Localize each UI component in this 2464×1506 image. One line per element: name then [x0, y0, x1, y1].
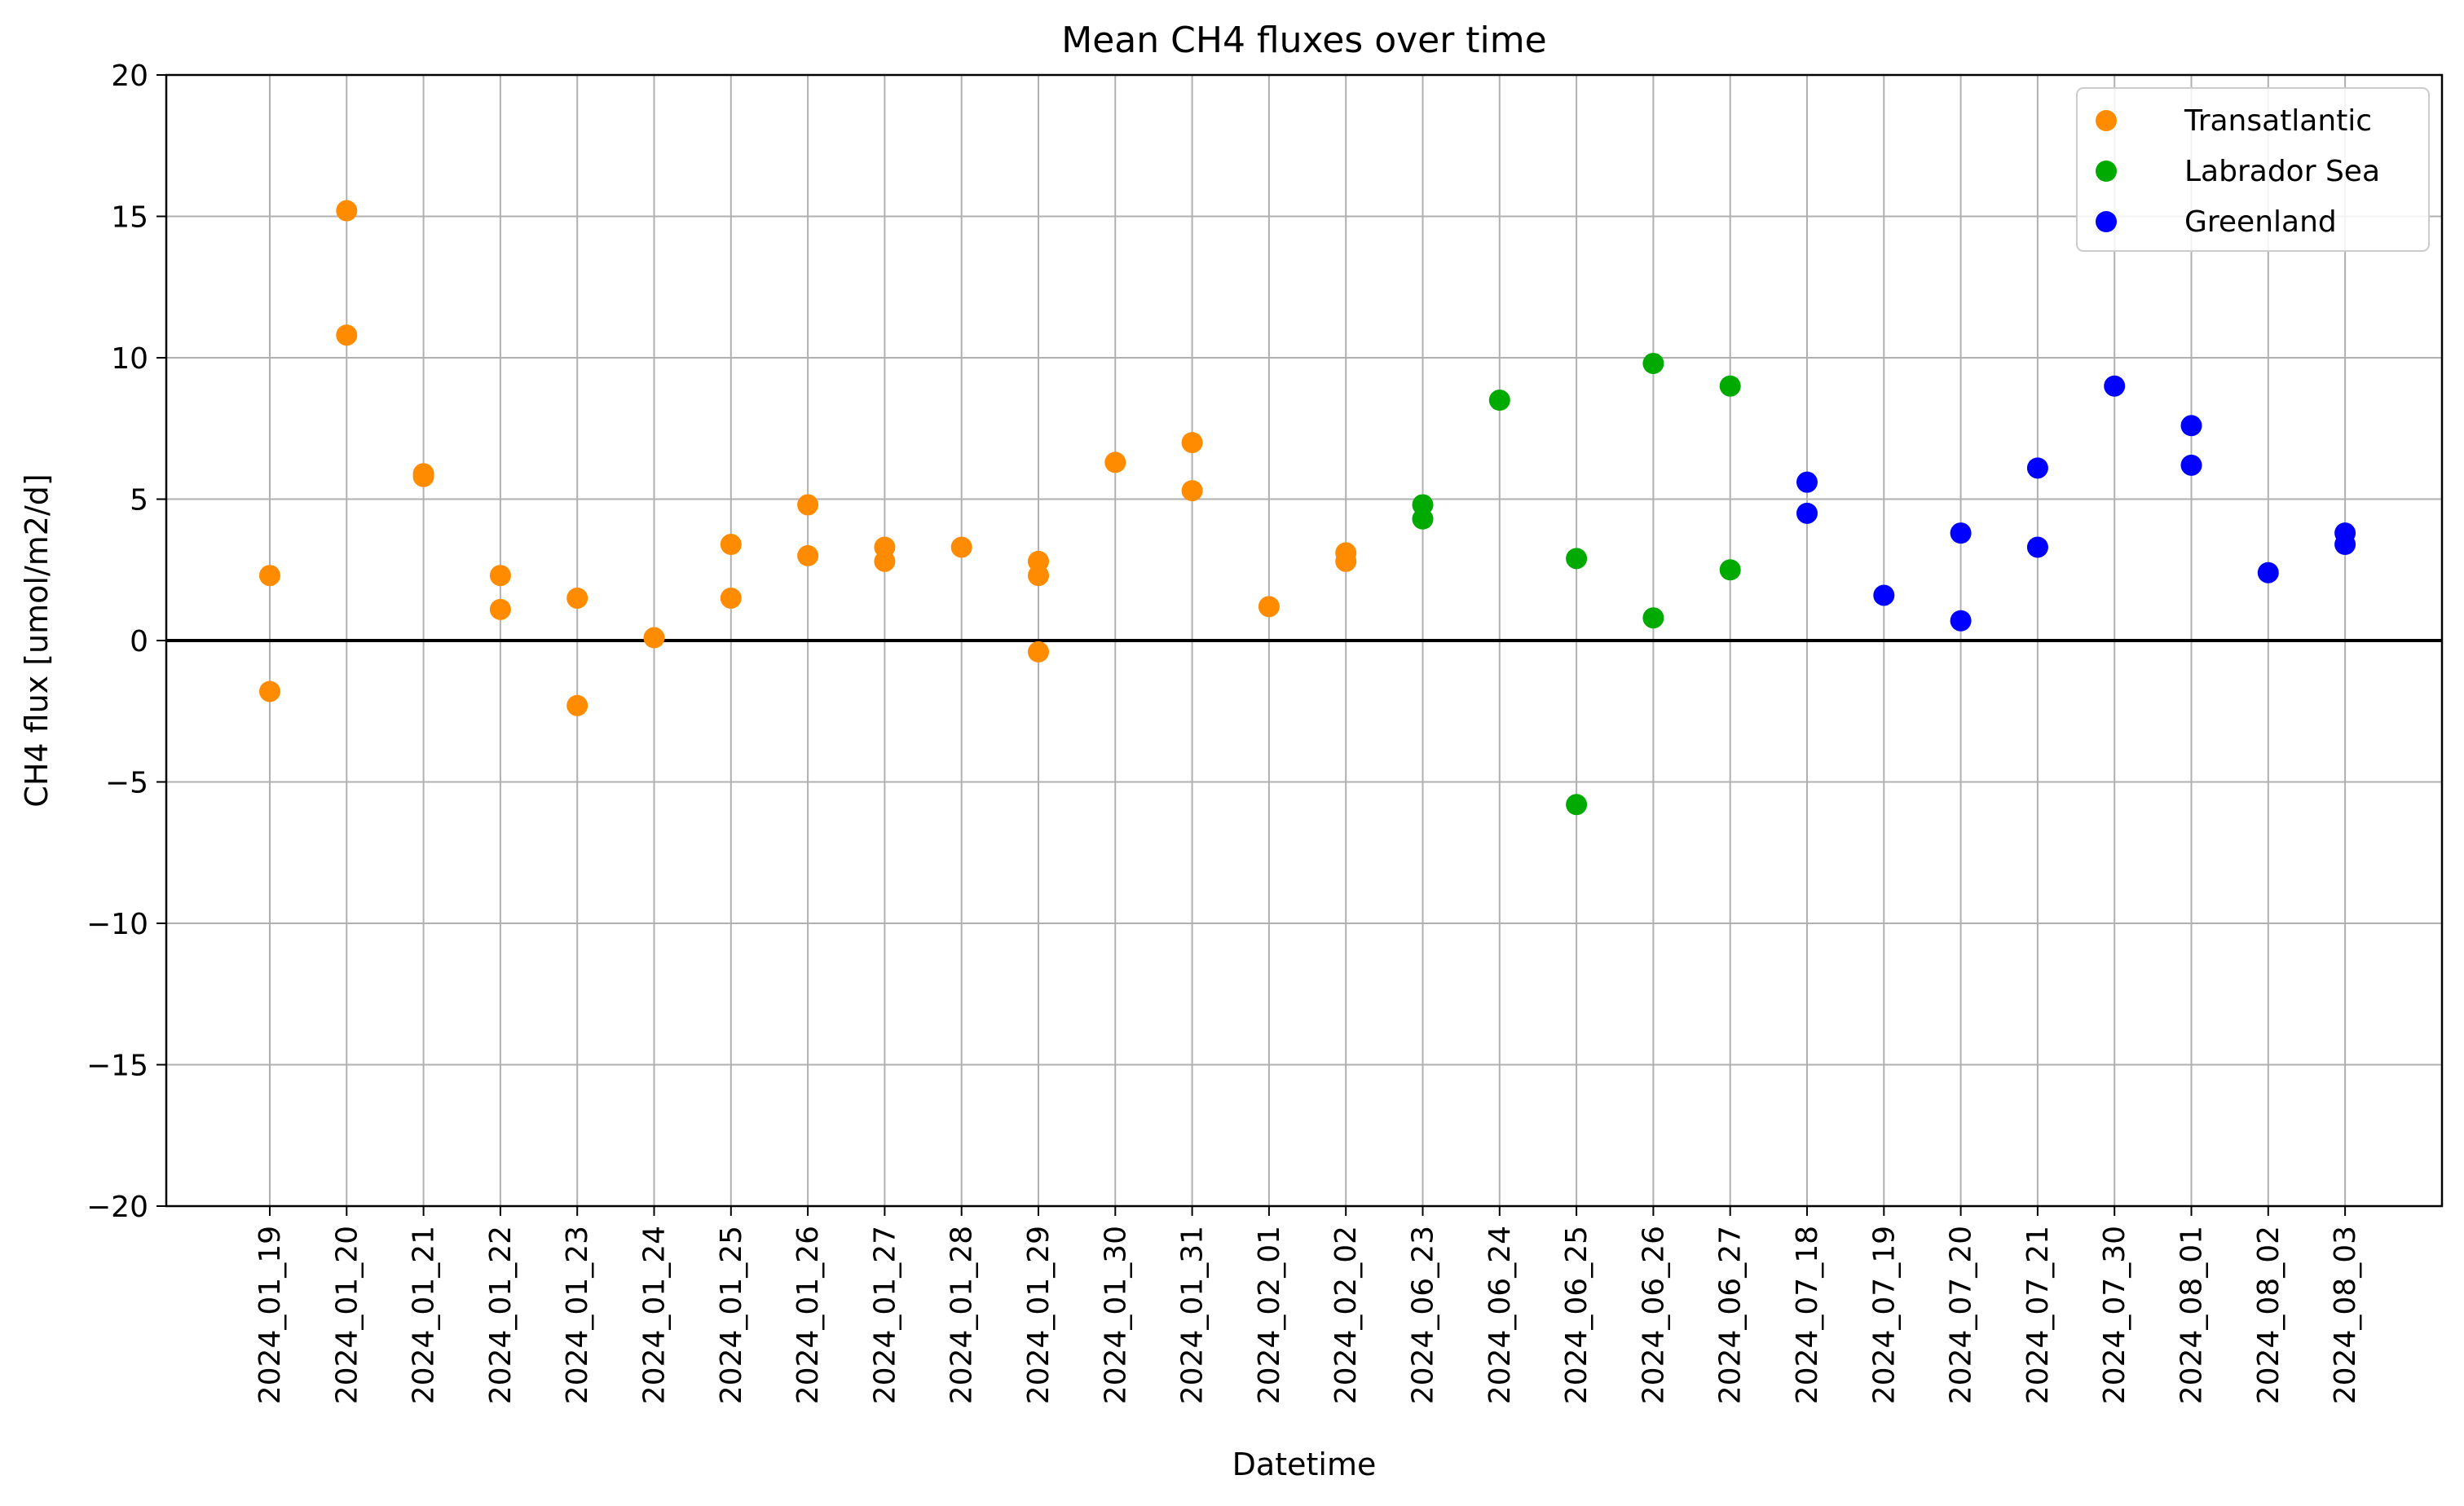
x-tick-label: 2024_01_31	[1176, 1226, 1210, 1404]
x-tick-label: 2024_01_24	[638, 1226, 672, 1404]
legend-marker	[2096, 211, 2117, 232]
x-tick-label: 2024_08_02	[2252, 1226, 2285, 1404]
x-tick-label: 2024_06_23	[1407, 1226, 1440, 1404]
data-point	[2104, 375, 2126, 397]
data-point	[1258, 596, 1280, 618]
data-point	[874, 550, 896, 572]
legend-frame	[2076, 87, 2430, 252]
data-point	[1104, 451, 1126, 473]
data-point	[1642, 607, 1664, 629]
x-tick-label: 2024_07_18	[1791, 1226, 1824, 1404]
x-axis-label: Datetime	[1232, 1447, 1377, 1482]
data-point	[336, 200, 358, 222]
data-point	[2334, 534, 2356, 556]
data-point	[1566, 794, 1588, 816]
data-point	[259, 680, 280, 702]
x-tick-label: 2024_06_25	[1560, 1226, 1593, 1404]
x-tick-label: 2024_01_19	[253, 1226, 287, 1404]
y-tick-label: −10	[86, 908, 148, 941]
y-tick-label: 15	[111, 201, 148, 235]
data-point	[1796, 471, 1818, 493]
y-axis-label: CH4 flux [umol/m2/d]	[19, 473, 55, 807]
data-point	[797, 494, 819, 516]
data-point	[1796, 502, 1818, 524]
data-point	[950, 536, 972, 558]
x-tick-label: 2024_01_27	[868, 1226, 901, 1404]
data-point	[1566, 548, 1588, 570]
x-tick-label: 2024_02_01	[1253, 1226, 1286, 1404]
data-point	[1719, 375, 1741, 397]
data-point	[566, 587, 588, 609]
data-point	[566, 694, 588, 716]
legend-marker	[2096, 110, 2117, 131]
x-tick-label: 2024_06_24	[1483, 1226, 1517, 1404]
x-tick-label: 2024_06_27	[1714, 1226, 1748, 1404]
x-tick-label: 2024_01_29	[1022, 1226, 1056, 1404]
data-point	[797, 544, 819, 566]
data-point	[643, 627, 665, 649]
legend-label: Greenland	[2184, 205, 2337, 239]
x-tick-label: 2024_01_23	[561, 1226, 594, 1404]
data-point	[2180, 415, 2202, 437]
legend-label: Transatlantic	[2184, 104, 2372, 138]
data-point	[336, 324, 358, 346]
data-point	[1642, 352, 1664, 374]
data-point	[1412, 508, 1434, 530]
data-point	[1181, 480, 1203, 502]
x-tick-label: 2024_01_20	[330, 1226, 364, 1404]
data-point	[720, 534, 742, 556]
data-point	[1719, 559, 1741, 581]
data-point	[1950, 610, 1972, 632]
x-tick-label: 2024_08_01	[2175, 1226, 2209, 1404]
data-point	[489, 565, 511, 587]
y-tick-label: 10	[111, 342, 148, 376]
data-point	[259, 565, 280, 587]
data-point	[720, 587, 742, 609]
data-point	[1028, 565, 1049, 587]
y-tick-label: −20	[86, 1191, 148, 1224]
x-tick-label: 2024_01_30	[1099, 1226, 1132, 1404]
legend-label: Labrador Sea	[2184, 155, 2380, 188]
x-axis: 2024_01_19 2024_01_20 2024_01_21 2024_01_22…	[253, 1206, 2362, 1404]
x-tick-label: 2024_01_21	[408, 1226, 441, 1404]
data-point	[2026, 536, 2048, 558]
x-tick-label: 2024_01_25	[715, 1226, 748, 1404]
x-tick-label: 2024_01_28	[945, 1226, 979, 1404]
data-point	[2257, 561, 2279, 583]
y-axis: −20 −15 −10 −5 0 5 10 15 20	[86, 59, 166, 1224]
data-point	[1335, 550, 1357, 572]
x-tick-label: 2024_07_30	[2098, 1226, 2131, 1404]
data-point	[489, 598, 511, 620]
chart-title: Mean CH4 fluxes over time	[1061, 20, 1546, 61]
data-point	[1028, 641, 1049, 663]
x-tick-label: 2024_08_03	[2329, 1226, 2362, 1404]
data-point	[2026, 457, 2048, 479]
data-point	[2180, 454, 2202, 476]
y-tick-label: 0	[130, 625, 148, 658]
data-point	[1181, 432, 1203, 454]
y-tick-label: 5	[130, 484, 148, 517]
data-points	[259, 200, 2356, 816]
data-point	[1873, 584, 1895, 606]
x-tick-label: 2024_07_21	[2021, 1226, 2055, 1404]
x-tick-label: 2024_02_02	[1329, 1226, 1363, 1404]
y-tick-label: −5	[105, 767, 148, 800]
x-tick-label: 2024_01_22	[484, 1226, 518, 1404]
y-tick-label: −15	[86, 1050, 148, 1083]
x-tick-label: 2024_01_26	[791, 1226, 825, 1404]
data-point	[412, 465, 434, 487]
y-tick-label: 20	[111, 59, 148, 93]
legend-marker	[2096, 161, 2117, 182]
x-tick-label: 2024_07_20	[1945, 1226, 1978, 1404]
x-tick-label: 2024_06_26	[1637, 1226, 1670, 1404]
x-tick-label: 2024_07_19	[1867, 1226, 1901, 1404]
data-point	[1488, 390, 1510, 412]
legend: Transatlantic Labrador Sea Greenland	[2076, 87, 2430, 252]
data-point	[1950, 522, 1972, 544]
